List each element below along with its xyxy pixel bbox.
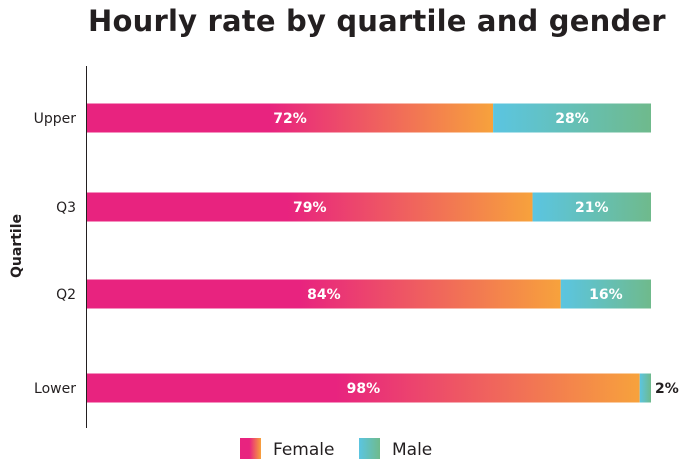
- y-axis-title: Quartile: [9, 214, 25, 278]
- data-label-male-q2: 16%: [589, 287, 623, 303]
- bar-female-q3: [87, 192, 533, 222]
- data-label-female-q2: 84%: [307, 287, 341, 303]
- data-label-female-upper: 72%: [273, 111, 307, 127]
- legend-swatch-female: [240, 438, 261, 459]
- y-tick-label-upper: Upper: [34, 111, 77, 127]
- bar-male-upper: [493, 103, 651, 133]
- legend-swatch-male: [359, 438, 380, 459]
- bar-male-q2: [560, 279, 651, 309]
- data-label-male-lower: 2%: [655, 381, 679, 397]
- data-label-female-lower: 98%: [347, 381, 381, 397]
- bar-female-upper: [87, 103, 494, 133]
- bar-group: Upper 72% 28% Q3 79% 21% Q2 84% 16% Lower 98% 2%: [34, 103, 679, 403]
- legend: Female Male: [240, 438, 432, 460]
- chart-title: Hourly rate by quartile and gender: [88, 4, 666, 38]
- data-label-female-q3: 79%: [293, 200, 327, 216]
- y-tick-label-q3: Q3: [56, 200, 76, 216]
- y-tick-label-lower: Lower: [34, 381, 76, 397]
- legend-label-female: Female: [273, 440, 334, 460]
- data-label-male-upper: 28%: [555, 111, 589, 127]
- data-label-male-q3: 21%: [575, 200, 609, 216]
- bar-female-lower: [87, 373, 640, 403]
- bar-male-q3: [532, 192, 651, 222]
- bar-male-lower: [639, 373, 651, 403]
- y-tick-label-q2: Q2: [56, 287, 76, 303]
- legend-label-male: Male: [392, 440, 432, 460]
- bar-female-q2: [87, 279, 561, 309]
